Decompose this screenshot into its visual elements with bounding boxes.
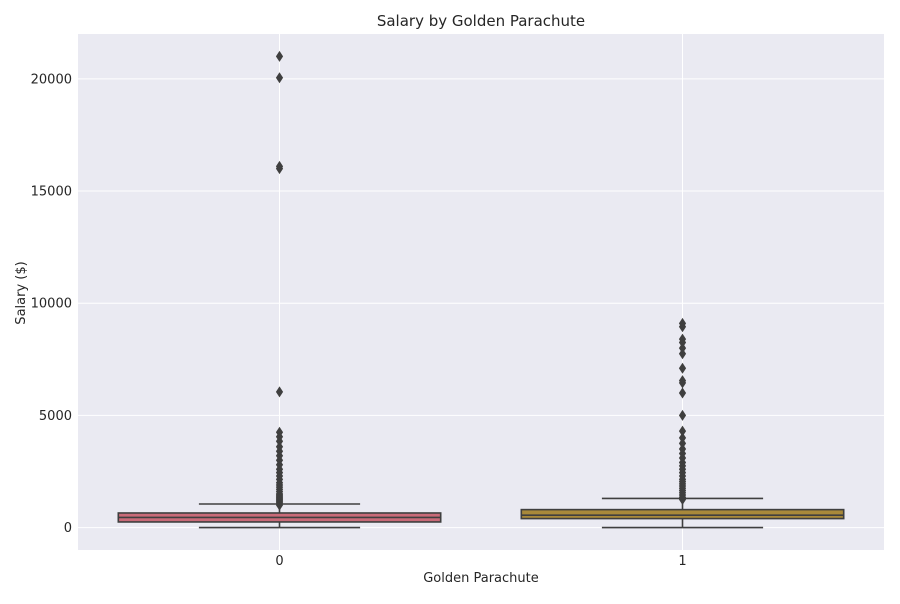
outlier-point bbox=[678, 317, 687, 329]
outlier-point bbox=[678, 362, 687, 374]
y-tick-label: 5000 bbox=[39, 409, 72, 424]
y-tick-label: 0 bbox=[64, 521, 72, 536]
box-plot-1 bbox=[520, 317, 845, 529]
outlier-point bbox=[275, 50, 284, 62]
outlier-point bbox=[275, 160, 284, 172]
x-axis-label: Golden Parachute bbox=[423, 571, 539, 586]
box-plot-0 bbox=[117, 50, 442, 529]
outlier-point bbox=[678, 432, 687, 444]
plot-background bbox=[78, 34, 884, 550]
outlier-point bbox=[678, 348, 687, 360]
x-tick-label: 0 bbox=[275, 554, 283, 569]
y-tick-label: 10000 bbox=[31, 297, 72, 312]
outlier-point bbox=[678, 425, 687, 437]
outlier-point bbox=[678, 437, 687, 449]
y-tick-label: 15000 bbox=[31, 185, 72, 200]
outlier-point bbox=[678, 409, 687, 421]
chart-title: Salary by Golden Parachute bbox=[377, 12, 585, 30]
box-plots bbox=[117, 50, 845, 529]
outlier-point bbox=[678, 443, 687, 455]
outlier-point bbox=[275, 386, 284, 398]
y-axis-label: Salary ($) bbox=[14, 261, 29, 324]
outlier-point bbox=[678, 375, 687, 387]
outlier-point bbox=[678, 387, 687, 399]
y-tick-label: 20000 bbox=[31, 72, 72, 87]
x-tick-label: 1 bbox=[678, 554, 686, 569]
outlier-point bbox=[275, 426, 284, 438]
y-tick-labels: 0 5000 10000 15000 20000 bbox=[31, 72, 72, 536]
outlier-point bbox=[275, 441, 284, 453]
outlier-point bbox=[678, 333, 687, 345]
outlier-point bbox=[678, 342, 687, 354]
box-body bbox=[520, 508, 845, 520]
grid-lines bbox=[78, 34, 884, 550]
outlier-point bbox=[275, 72, 284, 84]
